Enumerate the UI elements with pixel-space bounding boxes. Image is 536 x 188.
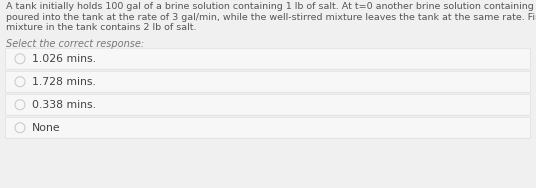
Text: 0.338 mins.: 0.338 mins. xyxy=(32,100,96,110)
Text: A tank initially holds 100 gal of a brine solution containing 1 lb of salt. At t: A tank initially holds 100 gal of a brin… xyxy=(6,2,536,11)
FancyBboxPatch shape xyxy=(5,94,531,115)
FancyBboxPatch shape xyxy=(5,71,531,92)
Text: mixture in the tank contains 2 lb of salt.: mixture in the tank contains 2 lb of sal… xyxy=(6,23,197,32)
Circle shape xyxy=(15,100,25,110)
FancyBboxPatch shape xyxy=(5,48,531,69)
Text: poured into the tank at the rate of 3 gal/min, while the well-stirred mixture le: poured into the tank at the rate of 3 ga… xyxy=(6,12,536,21)
Circle shape xyxy=(15,123,25,133)
Text: 1.728 mins.: 1.728 mins. xyxy=(32,77,96,87)
FancyBboxPatch shape xyxy=(5,117,531,138)
Circle shape xyxy=(15,77,25,87)
Circle shape xyxy=(15,54,25,64)
Text: 1.026 mins.: 1.026 mins. xyxy=(32,54,96,64)
Text: None: None xyxy=(32,123,61,133)
Text: Select the correct response:: Select the correct response: xyxy=(6,39,144,49)
